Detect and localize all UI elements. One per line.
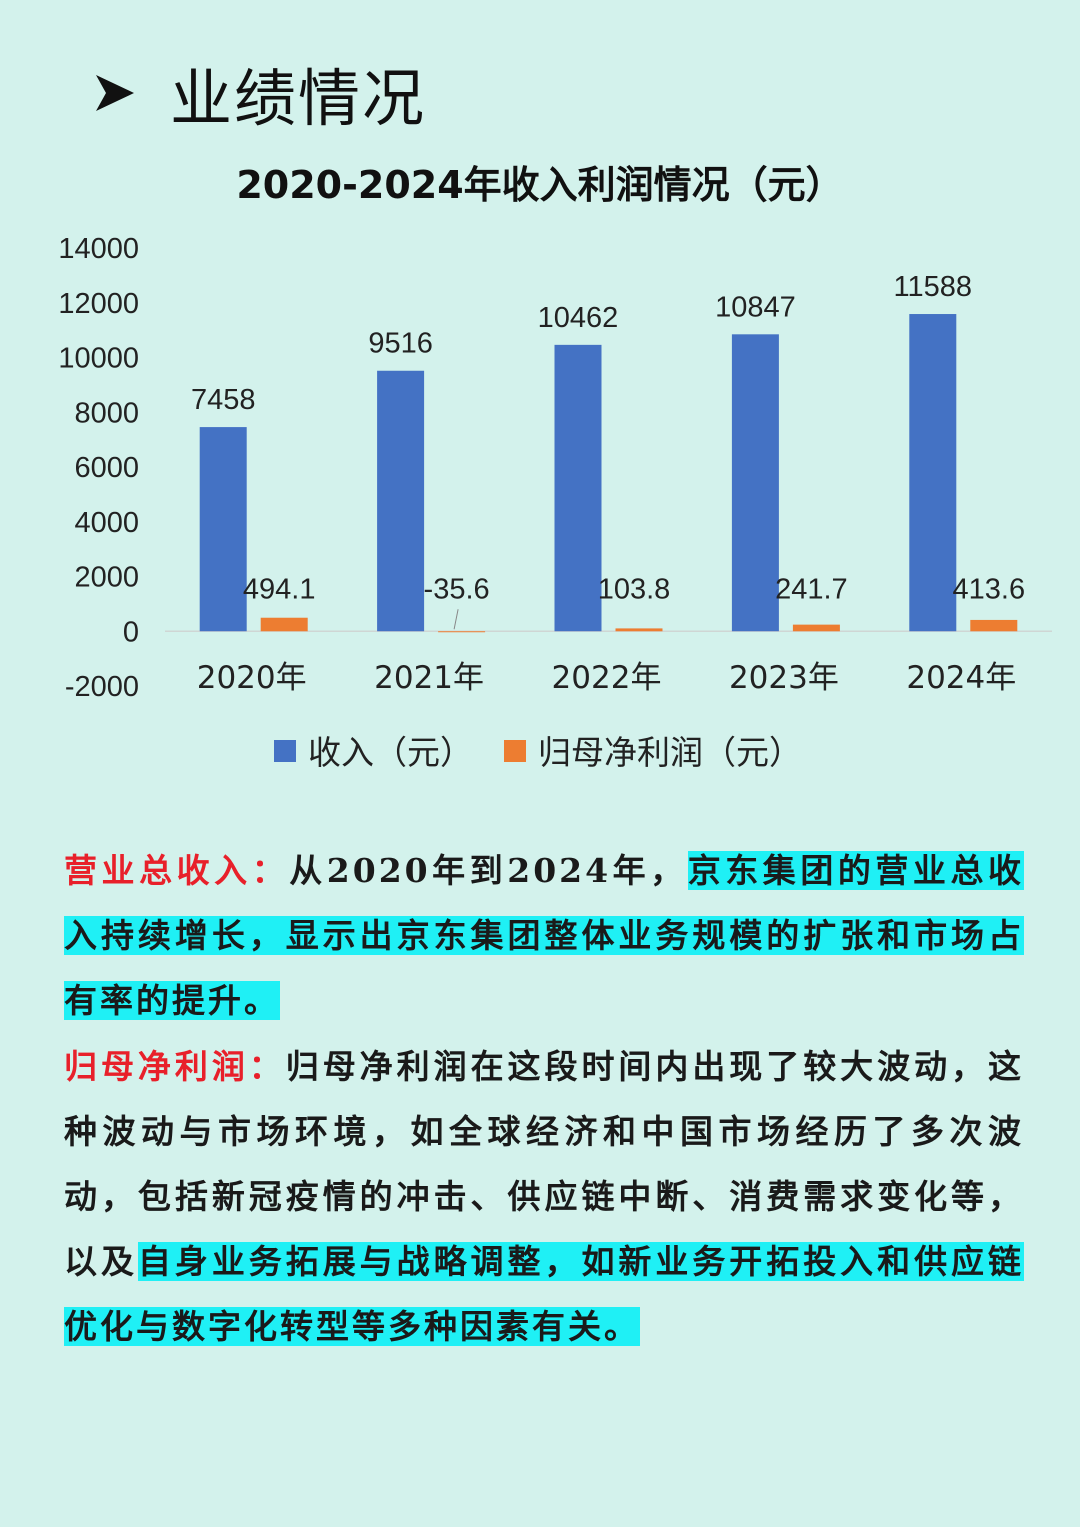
- profit-data-label: 494.1: [243, 573, 316, 605]
- revenue-paragraph: 营业总收入：从2020年到2024年，京东集团的营业总收入持续增长，显示出京东集…: [64, 838, 1025, 1033]
- y-tick-label: 0: [123, 616, 139, 648]
- profit-data-label: 413.6: [953, 573, 1026, 605]
- profit-text: 归母净利润在这段时间内出现了较大波动，这种波动与市场环境，如全球经济和中国市场经…: [64, 1047, 1025, 1281]
- profit-data-label: 241.7: [775, 573, 848, 605]
- y-tick-label: 10000: [58, 343, 139, 375]
- profit-paragraph: 归母净利润：归母净利润在这段时间内出现了较大波动，这种波动与市场环境，如全球经济…: [64, 1034, 1025, 1359]
- revenue-bar: [731, 334, 779, 632]
- leader-line: [453, 609, 459, 630]
- profit-bar: [970, 619, 1018, 632]
- profit-data-label: 103.8: [598, 573, 671, 605]
- profit-bar: [792, 624, 840, 632]
- revenue-bar: [199, 427, 247, 632]
- y-tick-label: 12000: [58, 288, 139, 320]
- y-tick-label: 8000: [74, 397, 139, 429]
- x-tick-label: 2020年: [197, 660, 307, 696]
- y-tick-label: 2000: [74, 562, 139, 594]
- revenue-label: 营业总收入：: [64, 851, 290, 890]
- arrow-icon: [96, 75, 134, 111]
- profit-bar: [260, 617, 308, 632]
- x-tick-label: 2022年: [552, 660, 662, 696]
- profit-label: 归母净利润：: [64, 1047, 286, 1086]
- y-tick-label: 4000: [74, 507, 139, 539]
- revenue-data-label: 7458: [191, 384, 256, 416]
- y-tick-label: 6000: [74, 452, 139, 484]
- revenue-data-label: 10462: [538, 302, 619, 334]
- profit-highlight: 自身业务拓展与战略调整，如新业务开拓投入和供应链优化与数字化转型等多种因素有关。: [64, 1242, 1025, 1346]
- revenue-bar: [909, 314, 957, 632]
- legend-label-revenue: 收入（元）: [308, 733, 473, 772]
- y-tick-label: -2000: [65, 671, 139, 703]
- chart-title: 2020-2024年收入利润情况（元）: [236, 163, 843, 207]
- revenue-data-label: 10847: [715, 291, 796, 323]
- x-axis: 2020年 2021年 2022年 2023年 2024年: [197, 660, 1017, 696]
- x-tick-label: 2021年: [374, 660, 484, 696]
- revenue-data-label: 11588: [894, 271, 973, 303]
- y-tick-label: 14000: [58, 233, 139, 265]
- page-title: 业绩情况: [170, 62, 427, 135]
- profit-data-label: -35.6: [424, 573, 490, 605]
- x-tick-label: 2023年: [729, 660, 839, 696]
- revenue-profit-chart: 2020-2024年收入利润情况（元） 14000 12000 10000 8000 6…: [58, 163, 1052, 772]
- legend-swatch-revenue: [274, 740, 296, 762]
- revenue-text: 从2020年到2024年，: [289, 851, 688, 890]
- page-header: 业绩情况: [92, 48, 426, 138]
- legend: 收入（元） 归母净利润（元）: [274, 733, 802, 772]
- legend-swatch-profit: [504, 740, 526, 762]
- y-axis: 14000 12000 10000 8000 6000 4000 2000 0 -2000: [58, 233, 1052, 703]
- x-tick-label: 2024年: [906, 660, 1016, 696]
- bars: 7458 494.1 9516 -35.6 10462 103.8 10847 241.7 11…: [191, 271, 1026, 633]
- revenue-bar: [377, 370, 425, 632]
- revenue-data-label: 9516: [368, 328, 433, 360]
- legend-label-profit: 归母净利润（元）: [538, 733, 802, 772]
- revenue-bar: [554, 344, 602, 632]
- profit-bar: [615, 628, 663, 632]
- profit-bar: [438, 631, 486, 633]
